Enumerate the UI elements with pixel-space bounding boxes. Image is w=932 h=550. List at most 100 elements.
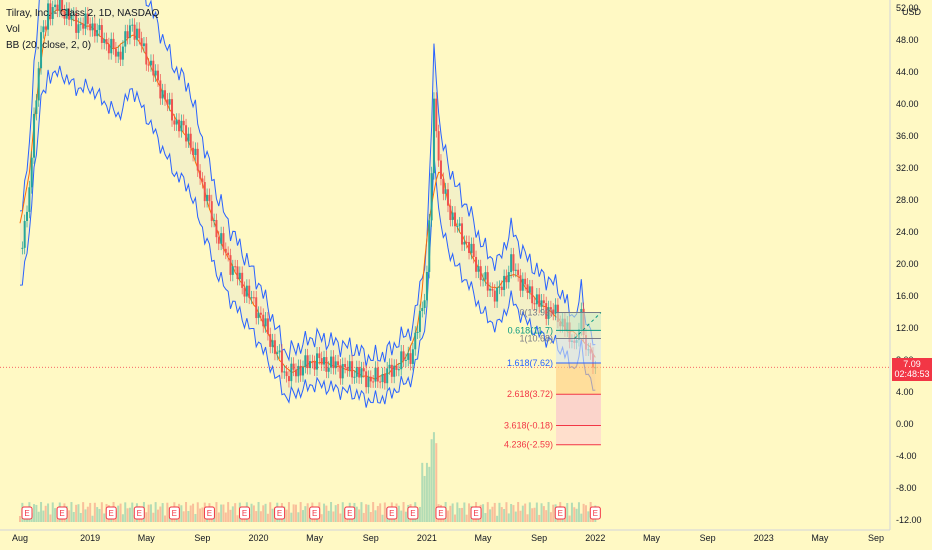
volume-bar [334,505,337,522]
candle-body [362,368,365,372]
candle-body [475,256,478,272]
x-tick-label: Aug [12,533,28,543]
earnings-marker-box [309,506,321,520]
candle-body [145,43,148,65]
candle-body [423,300,426,309]
volume-bar [91,515,94,522]
volume-bar [568,515,571,522]
volume-bar [156,509,159,522]
candle-body [51,7,54,19]
earnings-marker-label: E [137,509,142,518]
candle-body [30,157,33,188]
volume-bar [517,502,520,522]
candle-body [498,286,501,288]
candle-body [512,254,515,271]
candle-body [77,24,80,33]
volume-bar [400,510,403,522]
candle-body [311,361,314,363]
candle-body [70,14,73,20]
fib-zone [556,425,601,445]
candle-body [294,369,297,377]
volume-bar [199,508,202,522]
volume-bar [93,502,96,522]
earnings-marker-label: E [410,509,415,518]
y-tick-label: 20.00 [896,259,919,269]
earnings-marker-label: E [59,509,64,518]
volume-bar [40,502,43,522]
candle-body [47,3,50,30]
candle-body [35,100,38,114]
volume-bar [577,502,580,522]
y-tick-label: 0.00 [896,419,914,429]
candle-body [470,243,473,253]
candle-body [224,248,227,253]
volume-bar [290,512,293,522]
candle-body [526,284,529,293]
candle-body [503,275,506,291]
candle-body [313,362,316,370]
volume-bar [355,506,358,522]
candle-body [554,304,557,314]
volume-bar [423,475,426,522]
earnings-marker-box [203,506,215,520]
candle-body [372,381,375,383]
volume-bar [182,511,185,522]
volume-bar [72,511,75,522]
volume-bar [535,502,538,522]
candle-body [164,90,166,100]
fib-zone [556,363,601,395]
candle-body [241,272,244,288]
fib-zone [556,338,601,364]
volume-bar [362,512,365,522]
volume-bar [252,505,255,522]
vol-legend: Vol [6,24,20,35]
x-tick-label: 2023 [754,533,774,543]
candle-body [206,194,209,202]
candle-body [86,13,89,24]
x-tick-label: 2021 [417,533,437,543]
fib-level-label: 2.618(3.72) [507,389,553,399]
x-tick-label: 2022 [585,533,605,543]
candle-body [465,241,468,243]
candle-body [152,60,155,76]
volume-bar [180,505,183,522]
candle-body [203,182,206,202]
candle-body [449,205,452,221]
earnings-marker-label: E [438,509,443,518]
volume-bar [465,514,468,522]
candle-body [383,374,386,384]
volume-bar [189,505,192,522]
volume-bar [528,502,531,522]
volume-bar [149,504,152,522]
candle-body [463,241,466,245]
candle-body [107,44,110,54]
candle-body [493,290,496,302]
candle-body [407,353,410,360]
volume-bar [70,502,73,522]
candle-body [514,269,517,271]
earnings-marker-label: E [24,509,29,518]
volume-bar [250,503,253,522]
candle-body [121,46,124,60]
candle-body [341,364,344,379]
candle-body [72,13,75,15]
volume-bar [503,509,506,522]
candle-body [376,367,379,382]
candle-body [96,29,99,37]
volume-bar [121,514,124,522]
candle-body [491,288,494,291]
candle-body [135,28,138,40]
candle-body [114,48,117,57]
candle-body [418,311,421,332]
earnings-marker-box [554,506,566,520]
volume-bar [435,443,438,522]
candle-body [528,286,531,293]
candle-body [110,38,113,54]
candle-body [369,376,372,382]
candle-body [395,365,398,370]
x-tick-label: May [306,533,324,543]
volume-bar [526,514,529,522]
candle-body [217,237,220,244]
volume-bar [68,510,71,522]
